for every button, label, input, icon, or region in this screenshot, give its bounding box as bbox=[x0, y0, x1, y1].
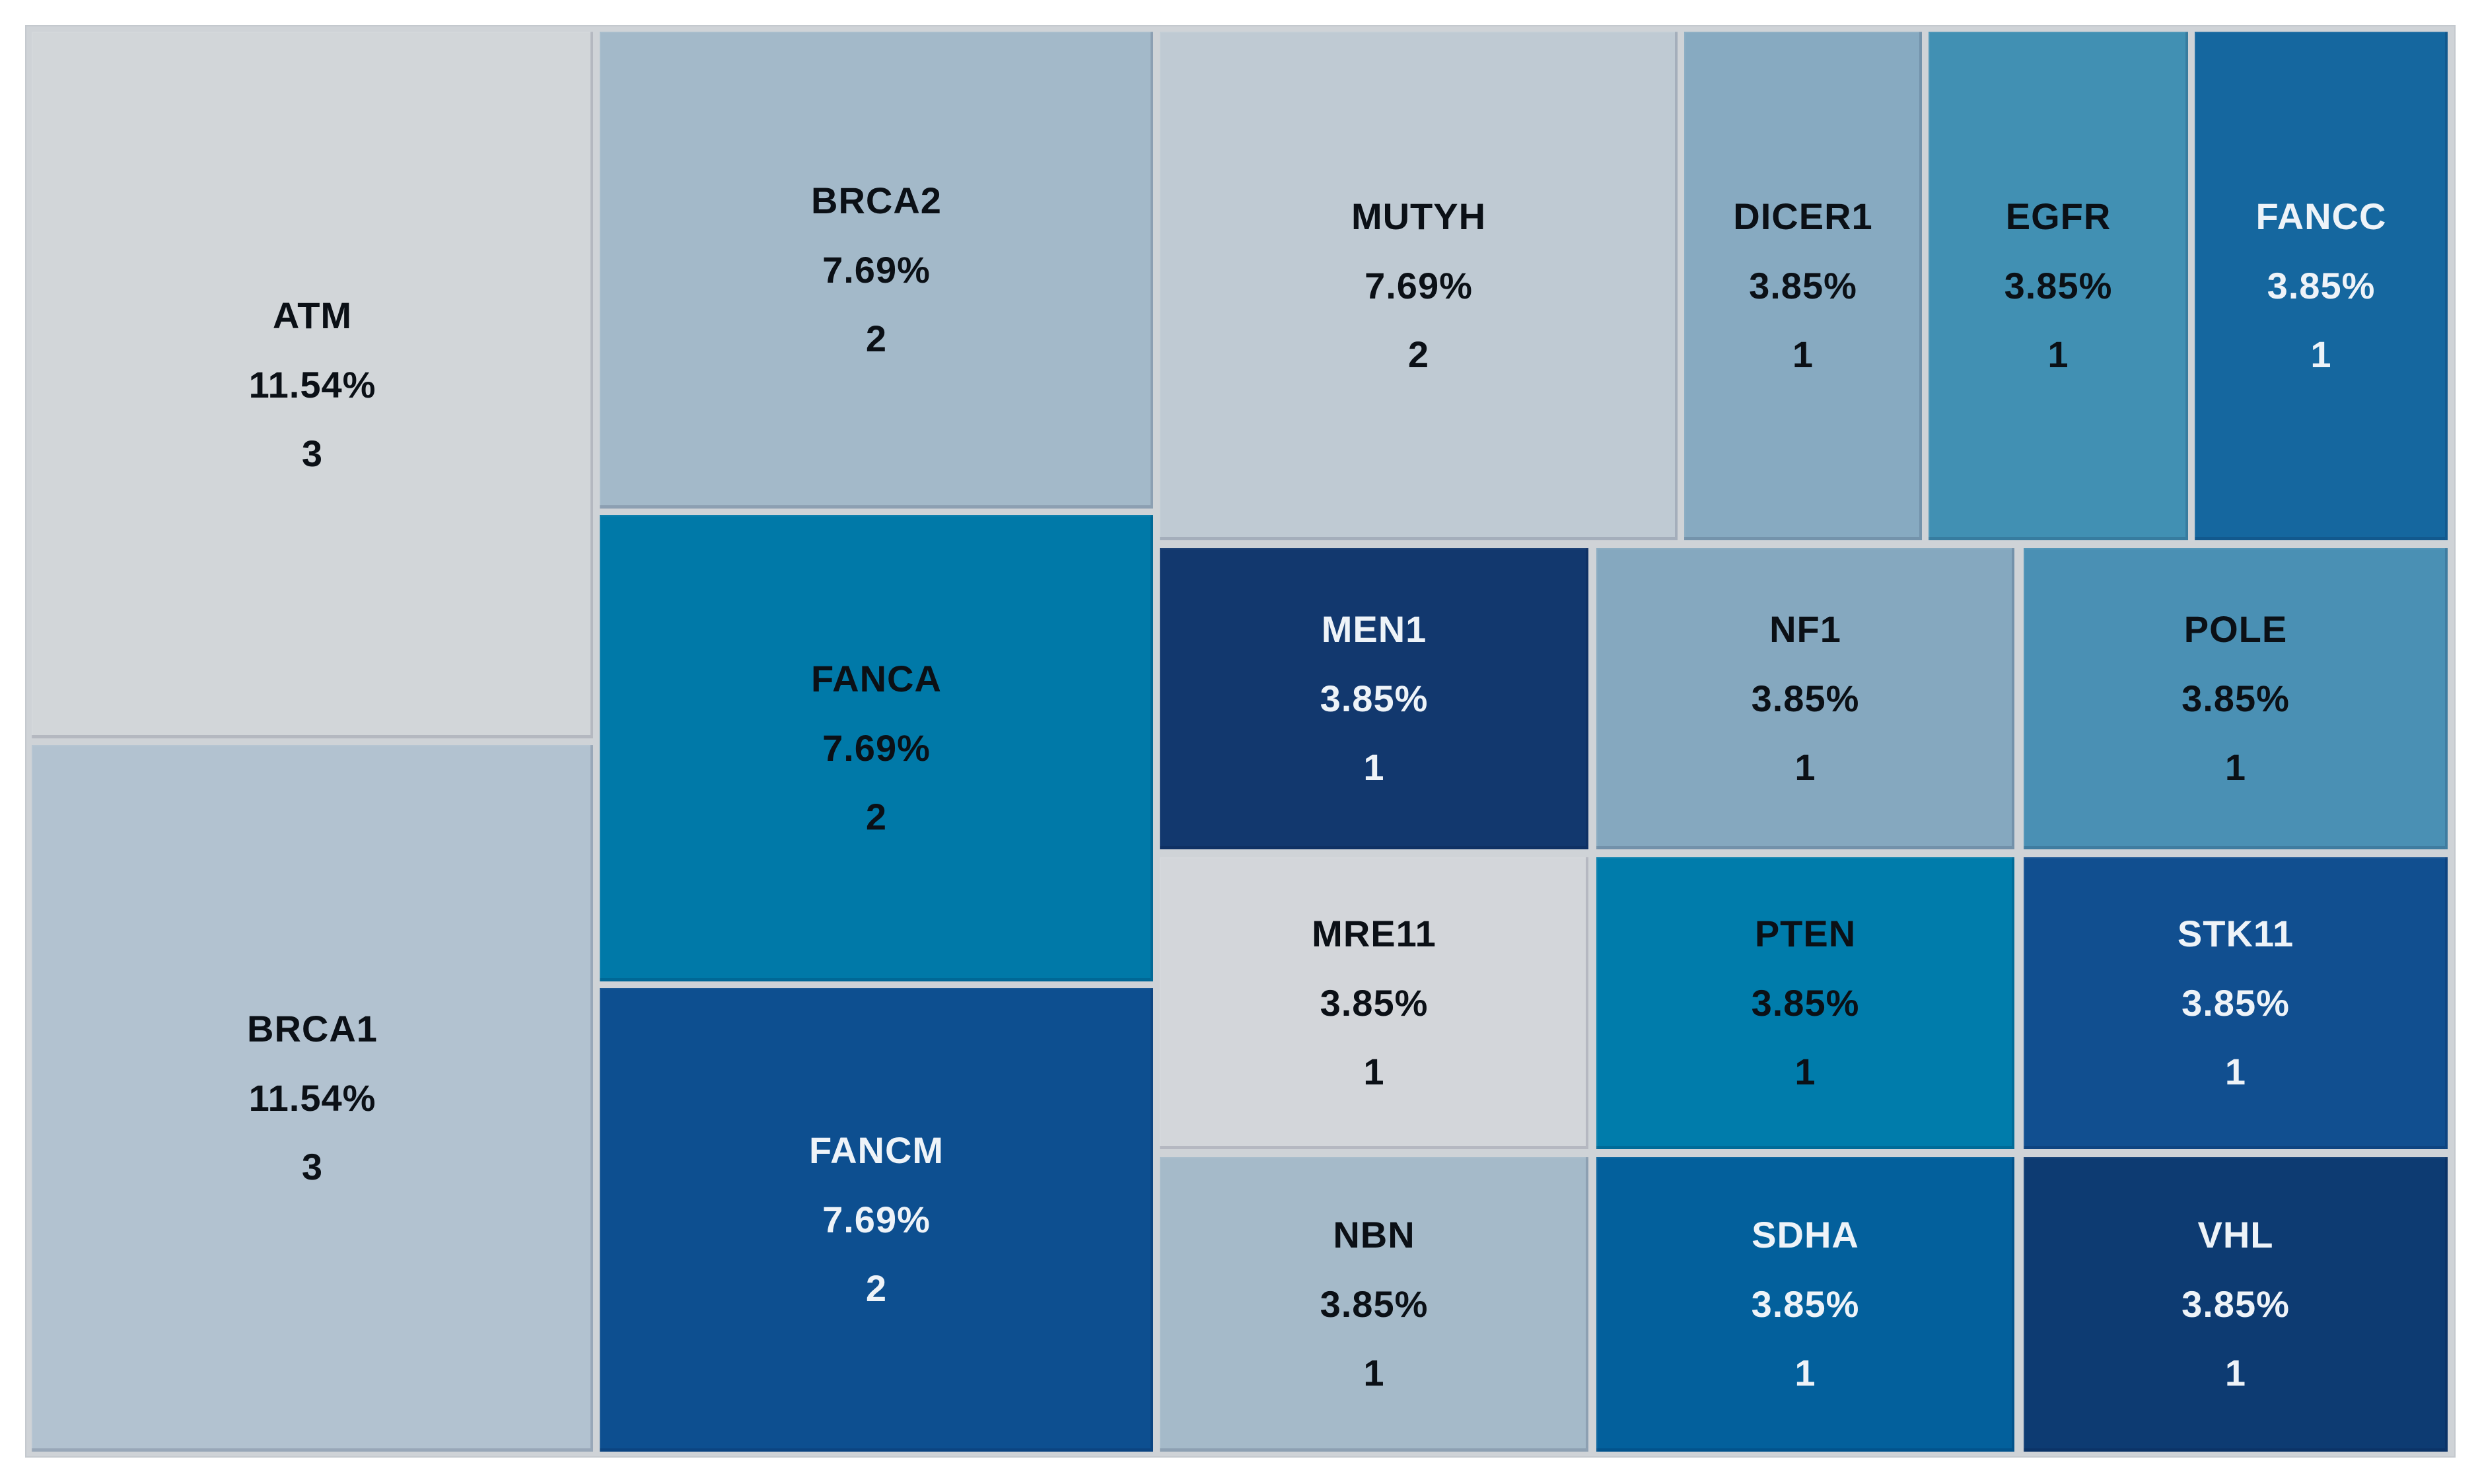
tile-gene-label: MUTYH bbox=[1351, 195, 1487, 237]
tile-gene-label: STK11 bbox=[2177, 912, 2294, 954]
treemap-tile-atm: ATM 11.54% 3 bbox=[32, 32, 593, 738]
tile-gene-label: PTEN bbox=[1754, 912, 1857, 954]
tile-percent-label: 3.85% bbox=[2267, 264, 2376, 306]
treemap-tile-fancc: FANCC 3.85% 1 bbox=[2195, 32, 2448, 540]
treemap-tile-fanca: FANCA 7.69% 2 bbox=[600, 515, 1153, 981]
tile-count-label: 2 bbox=[865, 318, 888, 360]
tile-gene-label: NBN bbox=[1333, 1213, 1415, 1255]
tile-count-label: 1 bbox=[1792, 334, 1814, 376]
tile-percent-label: 3.85% bbox=[1320, 677, 1429, 719]
tile-count-label: 1 bbox=[1794, 746, 1816, 789]
treemap-tile-egfr: EGFR 3.85% 1 bbox=[1929, 32, 2188, 540]
treemap-tile-mutyh: MUTYH 7.69% 2 bbox=[1160, 32, 1678, 540]
tile-percent-label: 3.85% bbox=[2004, 264, 2113, 306]
tile-gene-label: POLE bbox=[2183, 608, 2288, 650]
tile-percent-label: 11.54% bbox=[248, 1077, 376, 1119]
tile-percent-label: 7.69% bbox=[822, 1198, 931, 1240]
tile-gene-label: MEN1 bbox=[1321, 608, 1427, 650]
treemap-tile-dicer1: DICER1 3.85% 1 bbox=[1684, 32, 1922, 540]
tile-count-label: 1 bbox=[2224, 1352, 2247, 1394]
treemap-tile-nbn: NBN 3.85% 1 bbox=[1160, 1157, 1588, 1452]
tile-gene-label: VHL bbox=[2197, 1213, 2274, 1255]
treemap-tile-men1: MEN1 3.85% 1 bbox=[1160, 548, 1588, 849]
tile-percent-label: 3.85% bbox=[2181, 1283, 2290, 1325]
tile-gene-label: MRE11 bbox=[1312, 912, 1436, 954]
treemap-tile-nf1: NF1 3.85% 1 bbox=[1596, 548, 2014, 849]
tile-count-label: 1 bbox=[1363, 746, 1385, 789]
tile-count-label: 1 bbox=[1363, 1051, 1385, 1093]
treemap-tile-brca2: BRCA2 7.69% 2 bbox=[600, 32, 1153, 509]
tile-gene-label: BRCA1 bbox=[247, 1007, 378, 1049]
treemap-tile-vhl: VHL 3.85% 1 bbox=[2024, 1157, 2448, 1452]
treemap-tile-fancm: FANCM 7.69% 2 bbox=[600, 988, 1153, 1452]
treemap-tile-brca1: BRCA1 11.54% 3 bbox=[32, 745, 593, 1452]
tile-percent-label: 7.69% bbox=[1365, 264, 1473, 306]
tile-percent-label: 3.85% bbox=[2181, 677, 2290, 719]
treemap-tile-pole: POLE 3.85% 1 bbox=[2024, 548, 2448, 849]
tile-percent-label: 3.85% bbox=[1751, 1283, 1860, 1325]
tile-count-label: 1 bbox=[2224, 1051, 2247, 1093]
treemap-tile-mre11: MRE11 3.85% 1 bbox=[1160, 857, 1588, 1149]
tile-count-label: 1 bbox=[2310, 334, 2332, 376]
tile-gene-label: FANCC bbox=[2255, 195, 2387, 237]
tile-count-label: 2 bbox=[1407, 334, 1430, 376]
treemap-panel: ATM 11.54% 3 BRCA1 11.54% 3 BRCA2 7.69% 2 FANCA 7.… bbox=[26, 26, 2454, 1456]
tile-percent-label: 3.85% bbox=[1749, 264, 1857, 306]
tile-count-label: 3 bbox=[301, 1146, 324, 1188]
tile-percent-label: 7.69% bbox=[822, 248, 931, 291]
tile-gene-label: FANCA bbox=[811, 657, 942, 699]
tile-count-label: 1 bbox=[2224, 746, 2247, 789]
tile-gene-label: BRCA2 bbox=[811, 179, 942, 221]
tile-gene-label: NF1 bbox=[1769, 608, 1841, 650]
treemap-tile-stk11: STK11 3.85% 1 bbox=[2024, 857, 2448, 1149]
tile-percent-label: 3.85% bbox=[1751, 677, 1860, 719]
tile-count-label: 1 bbox=[1794, 1352, 1816, 1394]
tile-percent-label: 3.85% bbox=[1320, 981, 1429, 1024]
treemap-tile-pten: PTEN 3.85% 1 bbox=[1596, 857, 2014, 1149]
tile-gene-label: ATM bbox=[272, 294, 353, 336]
tile-gene-label: DICER1 bbox=[1733, 195, 1873, 237]
tile-gene-label: EGFR bbox=[2005, 195, 2111, 237]
tile-count-label: 3 bbox=[301, 433, 324, 475]
tile-percent-label: 11.54% bbox=[248, 363, 376, 406]
tile-count-label: 2 bbox=[865, 796, 888, 838]
treemap-tile-sdha: SDHA 3.85% 1 bbox=[1596, 1157, 2014, 1452]
tile-count-label: 1 bbox=[1363, 1352, 1385, 1394]
tile-percent-label: 3.85% bbox=[1320, 1283, 1429, 1325]
tile-percent-label: 3.85% bbox=[1751, 981, 1860, 1024]
tile-count-label: 1 bbox=[2047, 334, 2069, 376]
tile-count-label: 2 bbox=[865, 1267, 888, 1310]
tile-percent-label: 7.69% bbox=[822, 726, 931, 769]
tile-percent-label: 3.85% bbox=[2181, 981, 2290, 1024]
tile-count-label: 1 bbox=[1794, 1051, 1816, 1093]
tile-gene-label: FANCM bbox=[808, 1129, 944, 1171]
tile-gene-label: SDHA bbox=[1752, 1213, 1859, 1255]
